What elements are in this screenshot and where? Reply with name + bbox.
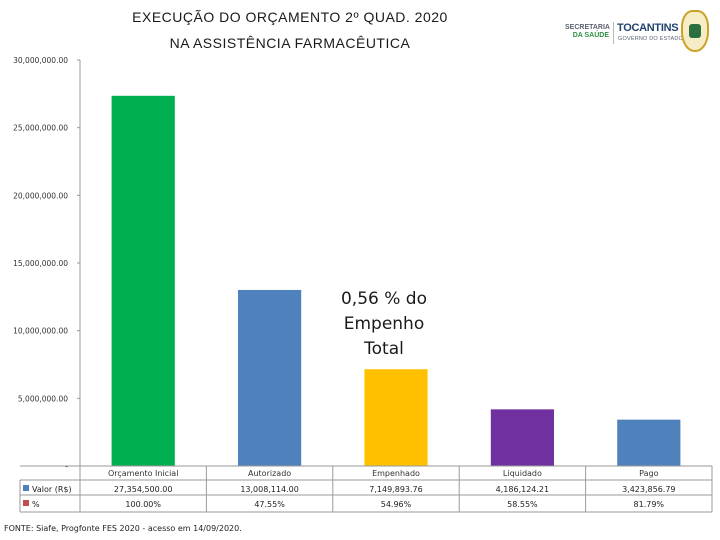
state-crest-icon <box>681 10 709 52</box>
logo-divider <box>613 22 614 44</box>
y-tick-label: 20,000,000.00 <box>13 191 68 200</box>
bar-1 <box>111 95 175 467</box>
table-cell: 47.55% <box>254 500 285 509</box>
table-cell: 3,423,856.79 <box>622 485 675 494</box>
chart-title-line1: EXECUÇÃO DO ORÇAMENTO 2º QUAD. 2020 <box>132 9 448 25</box>
table-row-legend: Valor (R$) <box>32 485 72 494</box>
table-row-legend: % <box>32 500 40 509</box>
legend-swatch <box>23 485 29 491</box>
bar-5 <box>617 419 681 466</box>
table-cell: 13,008,114.00 <box>240 485 299 494</box>
y-tick-label: 15,000,000.00 <box>13 259 68 268</box>
chart-annotation: 0,56 % do Empenho Total <box>320 287 448 362</box>
table-cell: 58.55% <box>507 500 538 509</box>
table-cell: 100.00% <box>125 500 161 509</box>
x-category-label: Empenhado <box>372 469 420 478</box>
table-cell: 81.79% <box>634 500 665 509</box>
x-category-label: Pago <box>639 469 658 478</box>
bar-4 <box>490 409 554 466</box>
table-cell: 4,186,124.21 <box>496 485 549 494</box>
logo-secretaria-text: SECRETARIA <box>565 24 610 31</box>
source-note: FONTE: Siafe, Progfonte FES 2020 - acess… <box>4 524 242 533</box>
y-tick-label: 25,000,000.00 <box>13 124 68 133</box>
header-logos: SECRETARIA DA SAÚDE TOCANTINS GOVERNO DO… <box>563 8 713 56</box>
bar-3 <box>364 369 428 466</box>
governo-estado-text: GOVERNO DO ESTADO <box>618 36 684 42</box>
y-tick-label: 5,000,000.00 <box>18 394 68 403</box>
annotation-line3: Total <box>364 339 404 359</box>
table-cell: 54.96% <box>381 500 412 509</box>
tocantins-logo-text: TOCANTINS <box>617 22 679 34</box>
x-category-label: Autorizado <box>248 469 291 478</box>
x-category-label: Orçamento Inicial <box>108 469 178 478</box>
chart-title-line2: NA ASSISTÊNCIA FARMACÊUTICA <box>169 35 411 51</box>
bar-2 <box>238 289 302 466</box>
annotation-line1: 0,56 % do <box>340 289 427 309</box>
y-tick-label: 30,000,000.00 <box>13 56 68 65</box>
table-cell: 27,354,500.00 <box>114 485 173 494</box>
logo-saude-text: DA SAÚDE <box>572 32 609 39</box>
x-category-label: Liquidado <box>503 469 542 478</box>
y-tick-label: 10,000,000.00 <box>13 327 68 336</box>
annotation-line2: Empenho <box>343 314 425 334</box>
secretaria-saude-logo: SECRETARIA DA SAÚDE <box>565 24 610 40</box>
legend-swatch <box>23 500 29 506</box>
table-cell: 7,149,893.76 <box>369 485 422 494</box>
